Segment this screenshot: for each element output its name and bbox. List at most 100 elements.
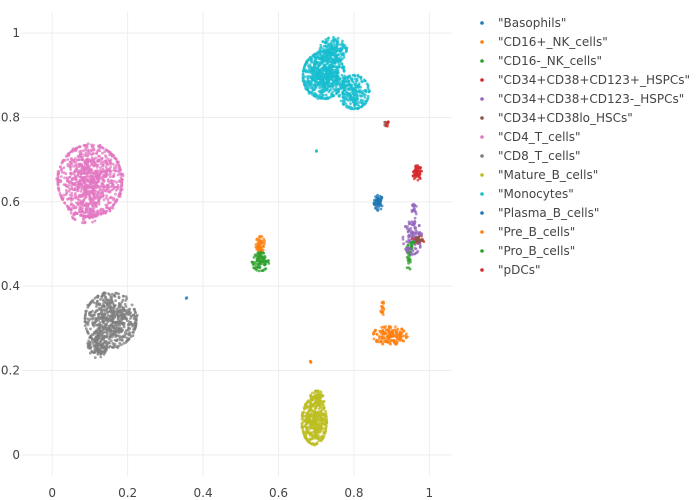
legend-marker — [480, 268, 484, 272]
data-point — [409, 244, 413, 248]
data-point — [341, 102, 345, 106]
data-point — [90, 162, 94, 166]
data-point — [309, 401, 312, 405]
data-point — [108, 207, 111, 211]
legend-item[interactable]: "CD16-_NK_cells" — [480, 54, 602, 68]
data-point — [100, 346, 103, 349]
data-point — [341, 39, 344, 43]
data-point — [348, 94, 352, 97]
data-point — [352, 107, 355, 111]
data-point — [312, 410, 316, 413]
data-point — [372, 337, 376, 341]
data-point — [259, 254, 262, 257]
data-point — [314, 73, 318, 77]
data-point — [83, 319, 87, 323]
data-point — [333, 37, 337, 41]
data-point — [66, 177, 69, 181]
data-point — [99, 166, 102, 170]
data-point — [122, 313, 126, 317]
data-point — [340, 73, 344, 77]
data-point — [310, 414, 313, 418]
data-point — [109, 195, 113, 199]
data-point — [99, 316, 102, 320]
data-point — [413, 246, 417, 250]
data-point — [306, 439, 310, 443]
data-point — [412, 240, 415, 243]
data-point — [330, 39, 334, 43]
legend-item[interactable]: "CD8_T_cells" — [480, 149, 581, 163]
data-point — [319, 422, 323, 426]
data-point — [408, 267, 412, 271]
data-point — [380, 196, 384, 200]
data-point — [91, 204, 94, 208]
legend-item[interactable]: "Basophils" — [480, 16, 566, 30]
data-point — [313, 52, 317, 56]
data-point — [315, 77, 319, 81]
data-point — [99, 298, 102, 301]
data-point — [127, 312, 131, 316]
data-point — [117, 163, 120, 166]
data-point — [110, 292, 114, 296]
data-point — [102, 198, 106, 202]
data-point — [86, 148, 90, 152]
data-point — [91, 322, 95, 326]
data-point — [410, 234, 414, 238]
data-point — [314, 442, 318, 446]
data-point — [109, 161, 113, 165]
legend-item[interactable]: "CD34+CD38+CD123-_HSPCs" — [480, 92, 684, 106]
data-point — [342, 69, 346, 73]
legend-item[interactable]: "Pre_B_cells" — [480, 225, 575, 239]
data-point — [331, 57, 335, 61]
legend[interactable]: "Basophils" "CD16+_NK_cells" "CD16-_NK_cel… — [480, 16, 690, 277]
data-point — [379, 330, 382, 333]
data-point — [322, 408, 326, 411]
data-point — [102, 188, 105, 192]
legend-item[interactable]: "CD34+CD38+CD123+_HSPCs" — [480, 73, 690, 87]
data-point — [59, 175, 63, 179]
data-point — [77, 162, 81, 166]
data-point — [258, 243, 262, 246]
tick-labels: 0 0.2 0.4 0.6 0.8 1 0 0.2 0.4 0.6 0.8 1 — [1, 26, 433, 500]
data-point — [319, 43, 323, 47]
legend-item[interactable]: "pDCs" — [480, 263, 541, 277]
data-point — [321, 79, 325, 83]
data-point — [67, 184, 71, 187]
data-point — [91, 317, 95, 321]
data-point — [303, 407, 307, 411]
data-point — [311, 391, 314, 395]
data-point — [101, 337, 105, 341]
data-point — [105, 333, 109, 336]
legend-item[interactable]: "CD16+_NK_cells" — [480, 35, 608, 49]
data-point — [85, 175, 88, 179]
data-point — [312, 402, 316, 406]
data-point — [255, 238, 259, 242]
legend-item[interactable]: "Monocytes" — [480, 187, 574, 201]
data-point — [319, 410, 322, 413]
data-point — [110, 297, 114, 301]
data-point — [115, 181, 118, 184]
data-point — [310, 404, 314, 407]
data-point — [406, 225, 409, 228]
data-point — [89, 159, 92, 163]
data-point — [358, 101, 361, 104]
legend-item[interactable]: "CD4_T_cells" — [480, 130, 581, 144]
legend-item[interactable]: "Mature_B_cells" — [480, 168, 598, 182]
data-point — [95, 309, 98, 313]
data-point — [84, 195, 88, 199]
data-point — [120, 300, 124, 304]
legend-item[interactable]: "CD34+CD38lo_HSCs" — [480, 111, 633, 125]
data-point — [320, 435, 324, 439]
data-point — [318, 399, 322, 402]
data-point — [84, 158, 88, 162]
data-point — [353, 89, 357, 93]
data-point — [389, 342, 392, 346]
data-point — [113, 342, 117, 346]
data-point — [78, 145, 82, 149]
data-point — [300, 425, 304, 429]
data-point — [89, 182, 92, 186]
legend-item[interactable]: "Pro_B_cells" — [480, 244, 575, 258]
legend-item[interactable]: "Plasma_B_cells" — [480, 206, 599, 220]
legend-label: "CD34+CD38lo_HSCs" — [498, 111, 633, 125]
data-point — [312, 68, 316, 72]
data-point — [329, 81, 333, 85]
